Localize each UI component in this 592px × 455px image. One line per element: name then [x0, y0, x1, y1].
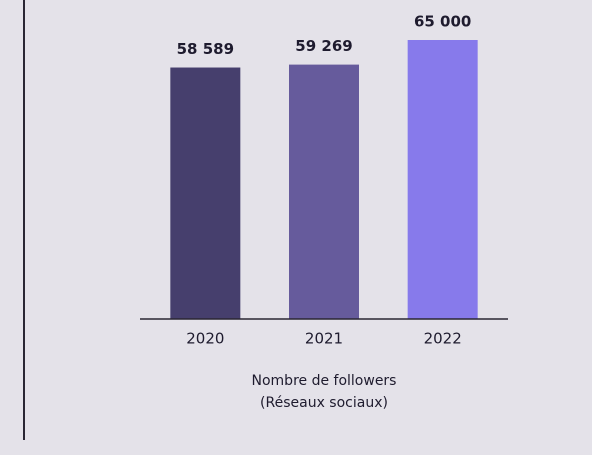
axis-title: Nombre de followers — [252, 373, 397, 389]
bar — [170, 67, 241, 320]
x-tick-label: 2020 — [186, 330, 224, 348]
value-label: 58 589 — [177, 40, 234, 58]
value-label: 65 000 — [414, 13, 471, 31]
value-label: 59 269 — [295, 37, 352, 55]
x-tick-label: 2022 — [424, 330, 462, 348]
bar — [407, 40, 478, 319]
bar — [289, 64, 359, 319]
x-tick-label: 2021 — [305, 330, 343, 348]
axis-title: (Réseaux sociaux) — [260, 395, 388, 411]
